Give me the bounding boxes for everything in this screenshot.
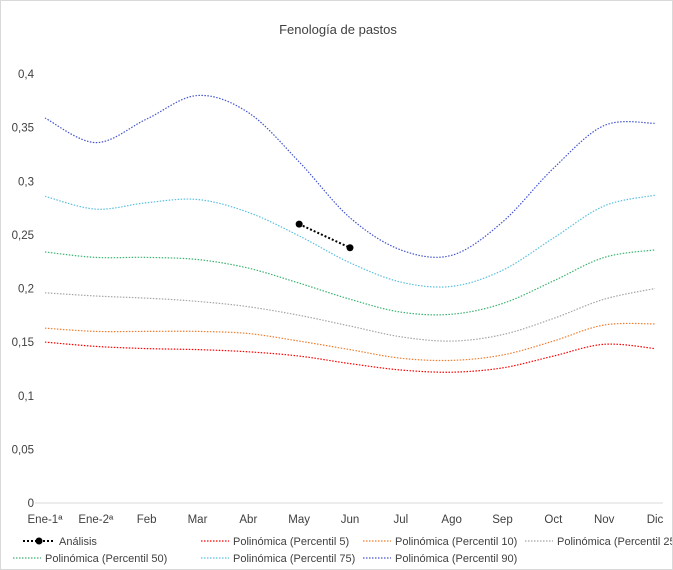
x-tick-label: Abr (239, 514, 257, 526)
y-tick-label: 0,25 (12, 230, 34, 242)
legend-label: Polinómica (Percentil 25) (557, 536, 672, 548)
x-tick-label: Mar (188, 514, 208, 526)
series-line-percentil-1 (44, 341, 656, 373)
y-tick-label: 0,3 (18, 176, 34, 188)
legend-label: Polinómica (Percentil 10) (395, 536, 517, 548)
x-tick-label: Sep (492, 514, 512, 526)
series-line-percentil-3 (44, 287, 656, 342)
legend-label: Polinómica (Percentil 50) (45, 553, 167, 565)
y-tick-label: 0,15 (12, 337, 34, 349)
series-line-percentil-5 (44, 194, 656, 288)
legend-label: Polinómica (Percentil 90) (395, 553, 517, 565)
legend-label: Análisis (59, 536, 97, 548)
axes: 0 0,05 0,1 0,15 0,2 0,25 0,3 0,35 0,4 Ene-1ª Ene-2… (12, 69, 664, 526)
series-line-percentil-4 (44, 249, 656, 316)
legend: Análisis Polinómica (Percentil 5) Polinómi… (13, 536, 672, 565)
series-group (44, 94, 656, 373)
data-point-analisis (346, 244, 354, 252)
y-tick-label: 0,1 (18, 391, 34, 403)
legend-marker (35, 537, 43, 545)
x-tick-label: Dic (647, 514, 664, 526)
data-point-analisis (295, 220, 303, 228)
x-tick-label: Oct (544, 514, 563, 526)
y-tick-label: 0,4 (18, 69, 35, 81)
series-line-percentil-6 (44, 94, 656, 258)
chart-title: Fenología de pastos (279, 22, 397, 37)
x-tick-label: Ene-1ª (28, 514, 64, 526)
legend-label: Polinómica (Percentil 5) (233, 536, 349, 548)
x-tick-label: Ago (441, 514, 461, 526)
x-tick-label: Nov (594, 514, 615, 526)
x-tick-label: Jun (341, 514, 360, 526)
x-tick-label: Ene-2ª (78, 514, 114, 526)
y-tick-label: 0,05 (12, 444, 34, 456)
legend-label: Polinómica (Percentil 75) (233, 553, 355, 565)
x-tick-label: May (288, 514, 310, 526)
series-line-percentil-2 (44, 322, 656, 362)
y-tick-label: 0 (28, 498, 34, 510)
x-tick-label: Feb (137, 514, 157, 526)
series-line-analisis (298, 223, 351, 249)
y-tick-label: 0,2 (18, 284, 34, 296)
y-tick-label: 0,35 (12, 123, 34, 135)
x-tick-label: Jul (393, 514, 408, 526)
